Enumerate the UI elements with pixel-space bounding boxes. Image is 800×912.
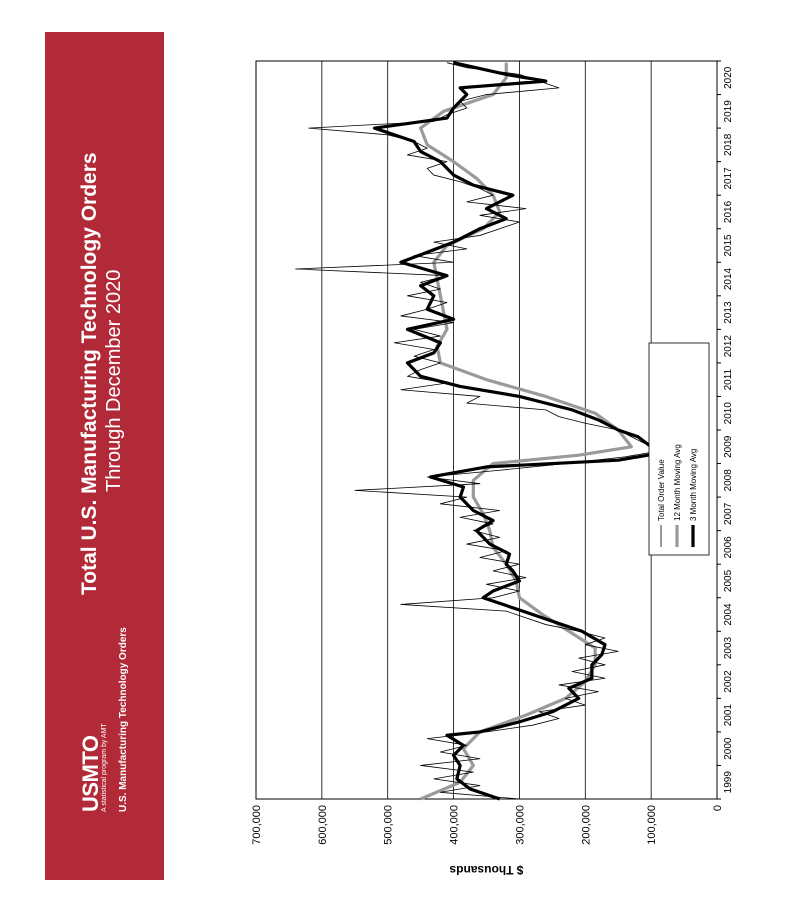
x-tick-label: 2015 <box>723 234 734 257</box>
x-tick-label: 2009 <box>723 435 734 458</box>
x-tick-label: 2017 <box>723 167 734 190</box>
y-tick-label: 0 <box>712 805 724 811</box>
y-tick-label: 500,000 <box>383 805 395 845</box>
y-tick-label: 200,000 <box>580 805 592 845</box>
x-tick-label: 2000 <box>723 737 734 760</box>
x-tick-label: 2019 <box>723 100 734 123</box>
x-tick-label: 2011 <box>723 368 734 390</box>
y-tick-label: 600,000 <box>317 805 329 845</box>
y-tick-label: 100,000 <box>646 805 658 845</box>
plot-area <box>255 60 718 800</box>
chart-title: Total U.S. Manufacturing Technology Orde… <box>78 152 101 595</box>
x-tick-label: 2007 <box>723 502 734 525</box>
x-tick-label: 2006 <box>723 536 734 559</box>
x-tick-label: 2013 <box>723 301 734 324</box>
x-tick-label: 1999 <box>723 771 734 794</box>
chart-subtitle: Through December 2020 <box>103 269 125 492</box>
x-tick-label: 2002 <box>723 670 734 693</box>
orders-chart: 0 100,000 200,000 300,000 400,000 500,000 600,… <box>251 60 734 877</box>
x-tick-label: 2018 <box>723 133 734 156</box>
y-tick-label: 400,000 <box>449 805 461 845</box>
logo-tagline: A statistical program by AMT <box>101 723 108 812</box>
x-tick-label: 2020 <box>723 66 734 89</box>
x-tick-label: 2016 <box>723 200 734 223</box>
x-tick-label: 2004 <box>723 603 734 626</box>
legend-label: 12 Month Moving Avg <box>673 444 682 521</box>
legend-label: 3 Month Moving Avg <box>689 449 698 521</box>
x-tick-label: 2010 <box>723 402 734 425</box>
x-tick-label: 2014 <box>723 267 734 290</box>
title-banner <box>45 32 164 880</box>
legend-label: Total Order Value <box>657 459 666 521</box>
y-axis-label: $ Thousands <box>449 863 523 877</box>
x-tick-label: 2003 <box>723 636 734 659</box>
y-tick-label: 300,000 <box>514 805 526 845</box>
x-tick-label: 2001 <box>723 704 734 727</box>
y-tick-label: 700,000 <box>251 805 263 845</box>
legend-box <box>648 342 710 556</box>
x-tick-label: 2008 <box>723 469 734 492</box>
x-tick-label: 2012 <box>723 335 734 358</box>
x-tick-label: 2005 <box>723 569 734 592</box>
program-name: U.S. Manufacturing Technology Orders <box>118 627 129 812</box>
series-total-order-value <box>295 62 665 800</box>
